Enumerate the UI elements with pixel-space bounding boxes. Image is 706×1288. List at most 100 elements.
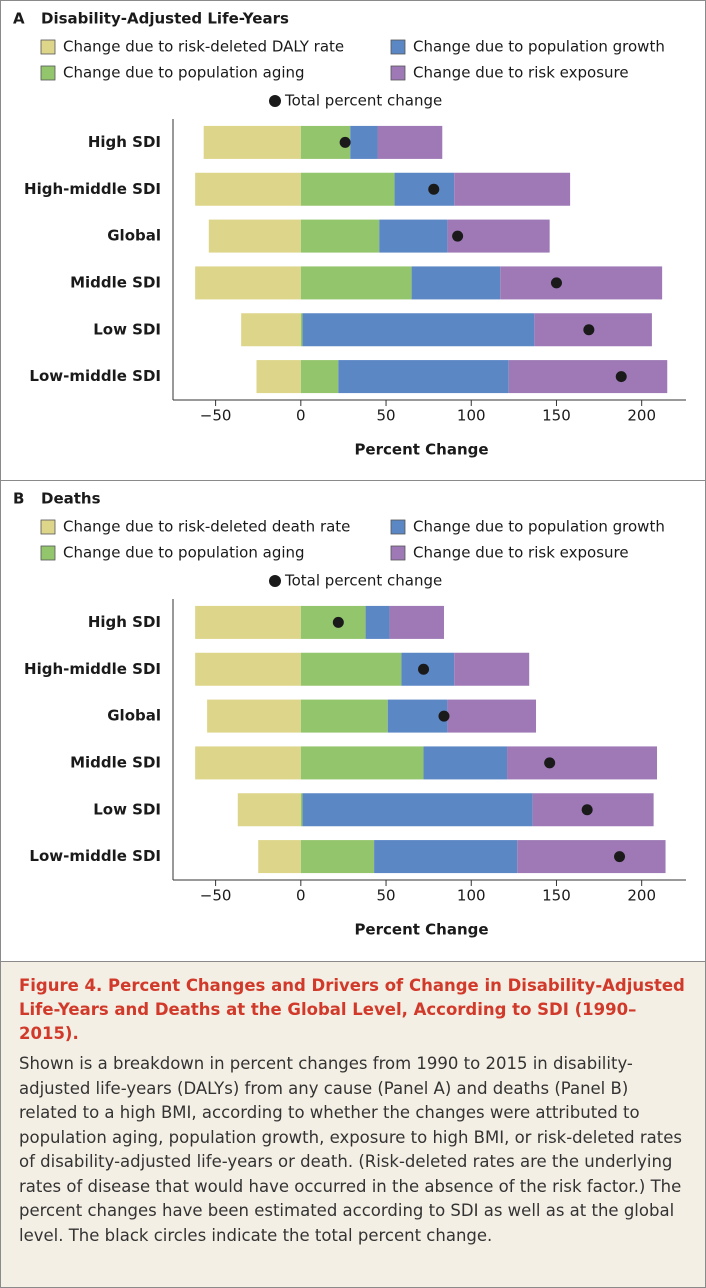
legend-label: Change due to risk exposure (413, 64, 629, 82)
bar-segment (300, 313, 303, 347)
panel-label: A (13, 10, 25, 28)
bar-segment (195, 172, 301, 206)
y-tick-label: Middle SDI (70, 273, 161, 291)
bar-segment (237, 793, 301, 827)
total-dot (544, 757, 556, 769)
bar-segment (195, 652, 301, 686)
total-dot (550, 277, 562, 289)
legend-swatch (390, 39, 406, 55)
bar-segment (500, 266, 663, 300)
legend-dot (269, 575, 281, 587)
x-tick-label: 200 (627, 407, 656, 425)
x-tick-label: 50 (376, 887, 395, 905)
bar-segment (241, 313, 301, 347)
y-tick-label: High-middle SDI (24, 180, 161, 198)
bar-segment (300, 219, 380, 253)
bar-segment (195, 605, 301, 639)
total-dot (583, 324, 595, 336)
x-tick-label: 100 (457, 407, 486, 425)
total-dot (615, 371, 627, 383)
legend-swatch (390, 65, 406, 81)
y-tick-label: High SDI (88, 613, 161, 631)
x-axis-label: Percent Change (354, 921, 488, 939)
bar-segment (508, 360, 668, 394)
y-tick-label: Middle SDI (70, 753, 161, 771)
x-tick-label: −50 (200, 407, 232, 425)
legend-swatch (390, 519, 406, 535)
y-tick-label: High SDI (88, 133, 161, 151)
bar-segment (258, 840, 301, 874)
bar-segment (379, 219, 448, 253)
legend-label: Change due to population growth (413, 518, 665, 536)
legend-label: Change due to population aging (63, 544, 305, 562)
total-dot (452, 230, 464, 242)
total-dot (332, 616, 344, 628)
y-tick-label: High-middle SDI (24, 660, 161, 678)
bar-segment (203, 125, 301, 159)
bar-segment (300, 840, 375, 874)
legend-label: Change due to population aging (63, 64, 305, 82)
panel-a: A Disability-Adjusted Life-Years Change du… (1, 10, 705, 481)
legend-swatch (390, 545, 406, 561)
chart-title: Deaths (41, 490, 101, 508)
bar-segment (195, 266, 301, 300)
bar-segment (517, 840, 666, 874)
bar-segment (423, 746, 508, 780)
bar-segment (394, 172, 455, 206)
bar-segment (300, 699, 388, 733)
x-axis-label: Percent Change (354, 441, 488, 459)
x-tick-label: 0 (296, 887, 306, 905)
bar-segment (447, 219, 550, 253)
bar-segment (507, 746, 658, 780)
bar-segment (256, 360, 301, 394)
x-tick-label: 50 (376, 407, 395, 425)
caption-title: Figure 4. Percent Changes and Drivers of… (19, 976, 685, 1043)
bar-segment (387, 699, 448, 733)
bar-segment (208, 219, 301, 253)
total-dot (438, 710, 450, 722)
bar-segment (411, 266, 501, 300)
x-tick-label: −50 (200, 887, 232, 905)
bar-segment (300, 172, 395, 206)
y-tick-label: Low-middle SDI (29, 367, 161, 385)
y-tick-label: Low-middle SDI (29, 847, 161, 865)
bar-segment (195, 746, 301, 780)
legend-dot (269, 95, 281, 107)
bar-segment (447, 699, 537, 733)
legend-swatch (40, 545, 56, 561)
legend-label: Change due to risk-deleted DALY rate (63, 38, 344, 56)
bar-segment (377, 125, 443, 159)
total-dot (339, 136, 351, 148)
panel-label: B (13, 490, 24, 508)
bar-segment (302, 793, 533, 827)
total-dot (581, 804, 593, 816)
bar-segment (300, 746, 424, 780)
legend-swatch (40, 65, 56, 81)
panel-b: B Deaths Change due to risk-deleted death … (1, 490, 705, 962)
y-tick-label: Low SDI (93, 800, 161, 818)
x-tick-label: 0 (296, 407, 306, 425)
bar-segment (350, 125, 378, 159)
legend-swatch (40, 39, 56, 55)
total-dot (418, 663, 430, 675)
legend-label: Total percent change (284, 92, 442, 110)
y-tick-label: Global (107, 227, 161, 245)
bar-segment (300, 360, 339, 394)
bar-segment (454, 652, 530, 686)
caption-text: Shown is a breakdown in percent changes … (19, 1054, 682, 1245)
bar-segment (532, 793, 654, 827)
caption: Figure 4. Percent Changes and Drivers of… (1, 962, 705, 1287)
bar-segment (300, 793, 303, 827)
x-tick-label: 150 (542, 407, 571, 425)
total-dot (614, 851, 626, 863)
bar-segment (300, 652, 402, 686)
x-tick-label: 100 (457, 887, 486, 905)
bar-segment (207, 699, 301, 733)
x-tick-label: 150 (542, 887, 571, 905)
legend-label: Change due to risk exposure (413, 544, 629, 562)
x-tick-label: 200 (627, 887, 656, 905)
legend-label: Total percent change (284, 572, 442, 590)
legend-swatch (40, 519, 56, 535)
bar-segment (374, 840, 518, 874)
